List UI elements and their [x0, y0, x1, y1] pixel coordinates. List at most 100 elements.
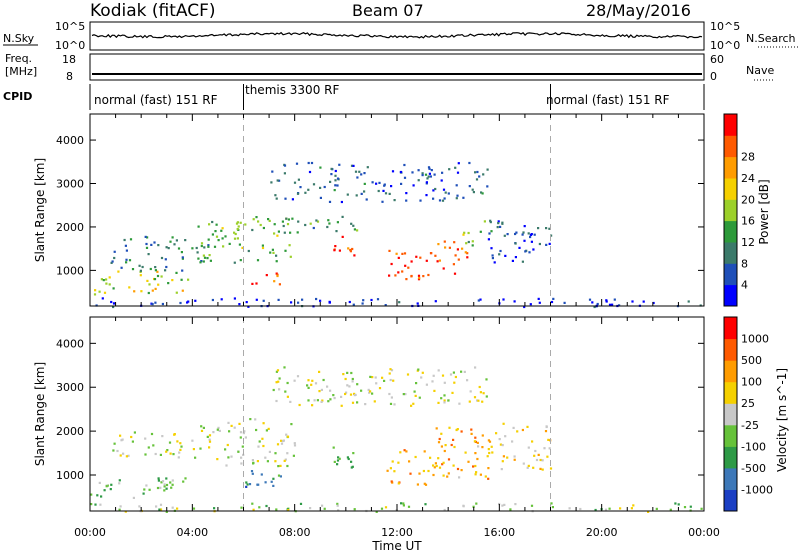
data-point	[236, 228, 239, 231]
data-point	[120, 439, 123, 442]
data-point	[144, 437, 147, 440]
data-point	[243, 430, 246, 433]
data-point	[275, 370, 278, 373]
data-point	[416, 483, 419, 486]
data-point	[521, 428, 524, 432]
data-point	[340, 404, 343, 407]
data-point	[344, 377, 347, 381]
data-point	[375, 510, 378, 513]
data-point	[330, 173, 333, 176]
data-point	[119, 454, 122, 457]
cpid-segment-label: normal (fast) 151 RF	[94, 93, 218, 107]
data-point	[499, 249, 502, 253]
data-point	[351, 377, 354, 381]
data-point	[437, 401, 440, 404]
x-tick-label: 00:00	[688, 526, 720, 539]
data-point	[447, 458, 451, 461]
data-point	[605, 300, 608, 303]
data-point	[471, 188, 474, 191]
data-point	[295, 162, 299, 165]
data-point	[285, 217, 288, 220]
data-point	[501, 460, 504, 463]
data-point	[501, 444, 504, 447]
data-point	[318, 390, 321, 393]
data-point	[327, 219, 330, 222]
data-point	[443, 449, 446, 453]
data-point	[251, 282, 254, 285]
data-point	[398, 301, 401, 304]
data-point	[236, 237, 239, 240]
data-point	[128, 286, 131, 289]
data-point	[546, 455, 549, 458]
data-point	[220, 229, 223, 232]
data-point	[335, 230, 338, 233]
data-point	[467, 240, 470, 244]
colorbar-tick-label: 8	[741, 257, 748, 270]
data-point	[284, 458, 287, 461]
data-point	[674, 502, 677, 505]
data-point	[206, 435, 209, 438]
data-point	[277, 230, 280, 233]
data-point	[276, 234, 279, 237]
colorbar-segment	[724, 360, 737, 383]
data-point	[170, 486, 173, 489]
data-point	[424, 173, 428, 176]
data-point	[316, 220, 320, 223]
data-point	[256, 460, 259, 463]
nave-label: Nave	[746, 64, 774, 77]
data-point	[119, 505, 122, 508]
data-point	[102, 279, 105, 282]
data-point	[202, 254, 205, 257]
data-point	[154, 269, 157, 272]
data-point	[533, 233, 536, 236]
data-point	[384, 304, 387, 307]
data-point	[262, 444, 265, 448]
data-point	[504, 435, 507, 438]
data-point	[273, 280, 276, 283]
data-point	[430, 252, 433, 255]
data-point	[265, 504, 268, 508]
data-point	[140, 290, 143, 293]
data-point	[273, 232, 276, 235]
data-point	[336, 221, 339, 224]
data-point	[352, 303, 355, 306]
colorbar-tick-label: 12	[741, 236, 755, 249]
data-point	[421, 371, 424, 374]
data-point	[225, 464, 228, 467]
data-point	[588, 298, 592, 301]
data-point	[440, 432, 443, 435]
data-point	[500, 468, 503, 471]
colorbar-segment	[724, 242, 737, 264]
data-point	[337, 456, 340, 459]
data-point	[160, 275, 163, 278]
data-point	[464, 451, 467, 454]
data-point	[405, 192, 408, 195]
data-point	[464, 251, 467, 254]
data-point	[537, 453, 540, 456]
data-point	[264, 481, 267, 484]
data-point	[101, 297, 104, 300]
data-point	[482, 173, 485, 176]
data-point	[378, 387, 382, 390]
data-point	[238, 303, 241, 306]
data-point	[487, 448, 490, 451]
data-point	[344, 392, 347, 396]
data-point	[468, 161, 471, 165]
data-point	[412, 402, 415, 405]
cpid-segment-label: themis 3300 RF	[245, 83, 339, 97]
data-point	[454, 375, 457, 379]
data-point	[116, 449, 119, 453]
data-point	[281, 220, 284, 223]
data-point	[308, 170, 312, 174]
data-point	[466, 252, 469, 255]
data-point	[428, 167, 431, 170]
data-point	[181, 257, 184, 260]
data-point	[498, 253, 501, 256]
data-point	[128, 259, 132, 262]
data-point	[367, 388, 370, 391]
data-point	[417, 179, 420, 182]
data-point	[348, 300, 351, 304]
data-point	[434, 300, 437, 303]
data-point	[529, 303, 532, 306]
data-point	[105, 282, 108, 285]
